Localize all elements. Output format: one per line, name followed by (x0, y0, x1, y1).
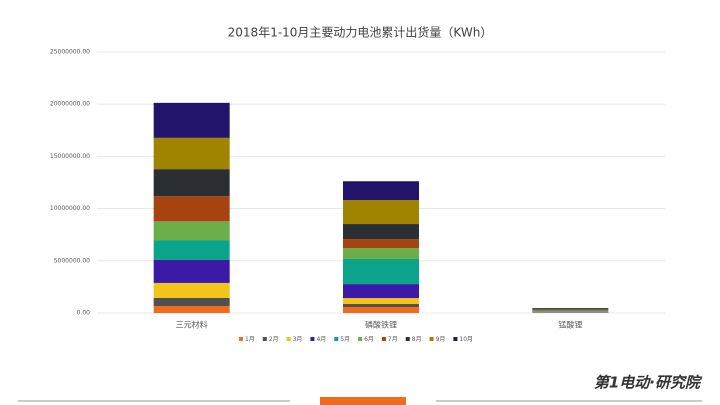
bar-segment (153, 102, 230, 138)
y-tick-label: 10000000.00 (50, 205, 90, 212)
legend-label: 6月 (364, 336, 374, 343)
x-tick-label: 磷酸铁锂 (365, 320, 397, 330)
legend-swatch (286, 337, 291, 341)
bar-segment (343, 239, 419, 249)
legend-swatch (405, 337, 410, 341)
bar-segment (532, 311, 609, 313)
legend-swatch (310, 337, 315, 341)
bar-segment (532, 310, 609, 312)
legend-swatch (453, 337, 458, 341)
legend-label: 9月 (436, 336, 446, 343)
bar-segment (153, 297, 230, 307)
legend-swatch (381, 337, 386, 341)
bar-segment (153, 221, 230, 241)
logo: 第1电动·研究院 (594, 374, 703, 392)
bar-segment (532, 308, 609, 310)
legend-swatch (334, 337, 339, 341)
bar-segment (343, 200, 419, 225)
bar-segment (343, 259, 419, 285)
bar-segment (153, 196, 230, 222)
y-tick-label: 5000000.00 (54, 257, 90, 264)
bar-segment (532, 310, 609, 311)
bar-segment (532, 309, 609, 311)
bar-segment (532, 311, 609, 312)
footer-accent (320, 397, 406, 405)
bar-segment (343, 248, 419, 260)
legend-label: 3月 (293, 336, 303, 343)
legend-label: 8月 (412, 336, 422, 343)
y-tick-label: 25000000.00 (50, 49, 90, 56)
legend-label: 4月 (316, 336, 326, 343)
bar-segment (343, 181, 419, 201)
legend-swatch (238, 337, 243, 341)
bar-segment (153, 282, 230, 298)
legend-label: 10月 (459, 336, 473, 343)
x-tick-label: 锰酸锂 (558, 320, 582, 330)
legend-label: 2月 (269, 336, 279, 343)
bar-segment (153, 259, 230, 283)
bar-segment (343, 307, 419, 313)
bar-segment (343, 298, 419, 305)
bar-segment (343, 304, 419, 308)
chart-title: 2018年1-10月主要动力电池累计出货量（KWh） (228, 25, 493, 40)
legend-label: 5月 (340, 336, 350, 343)
y-tick-label: 0.00 (77, 310, 91, 317)
legend-swatch (358, 337, 363, 341)
x-tick-label: 三元材料 (176, 320, 208, 330)
y-tick-label: 15000000.00 (50, 153, 90, 160)
bar-segment (153, 137, 230, 170)
legend-swatch (429, 337, 434, 341)
legend-label: 7月 (388, 336, 398, 343)
y-tick-label: 20000000.00 (50, 101, 90, 108)
bar-segment (532, 307, 609, 309)
bar-segment (343, 284, 419, 299)
bar-segment (343, 224, 419, 240)
bar-segment (153, 240, 230, 260)
legend-swatch (262, 337, 267, 341)
bar-segment (153, 169, 230, 197)
bar-segment (153, 306, 230, 313)
legend-label: 1月 (245, 336, 255, 343)
